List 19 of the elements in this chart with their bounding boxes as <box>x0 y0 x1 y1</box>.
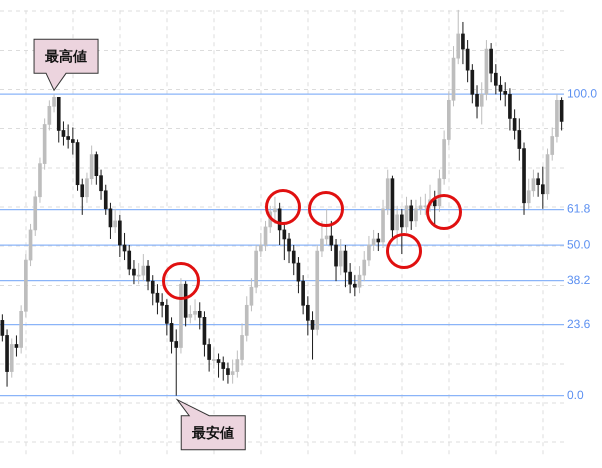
y-tick-label: 0.0 <box>566 388 584 402</box>
annotation: 最安値 <box>191 424 234 441</box>
candlestick <box>113 208 117 234</box>
candlestick <box>395 205 399 246</box>
candlestick <box>14 334 18 358</box>
y-tick-label: 61.8 <box>566 202 591 216</box>
y-tick-label: 23.6 <box>566 316 591 331</box>
candlestick <box>404 196 408 234</box>
candlestick <box>338 238 343 276</box>
y-tick-label: 100.0 <box>566 86 598 101</box>
y-tick-label: 38.2 <box>566 272 591 287</box>
candlestick <box>409 199 414 230</box>
candlestick <box>212 346 216 370</box>
annotation: 最高値 <box>44 48 88 64</box>
candlestick <box>560 96 564 131</box>
candlestick <box>376 232 380 252</box>
candlestick <box>400 208 404 255</box>
y-tick-label: 50.0 <box>566 237 591 252</box>
candlestick <box>540 166 545 210</box>
